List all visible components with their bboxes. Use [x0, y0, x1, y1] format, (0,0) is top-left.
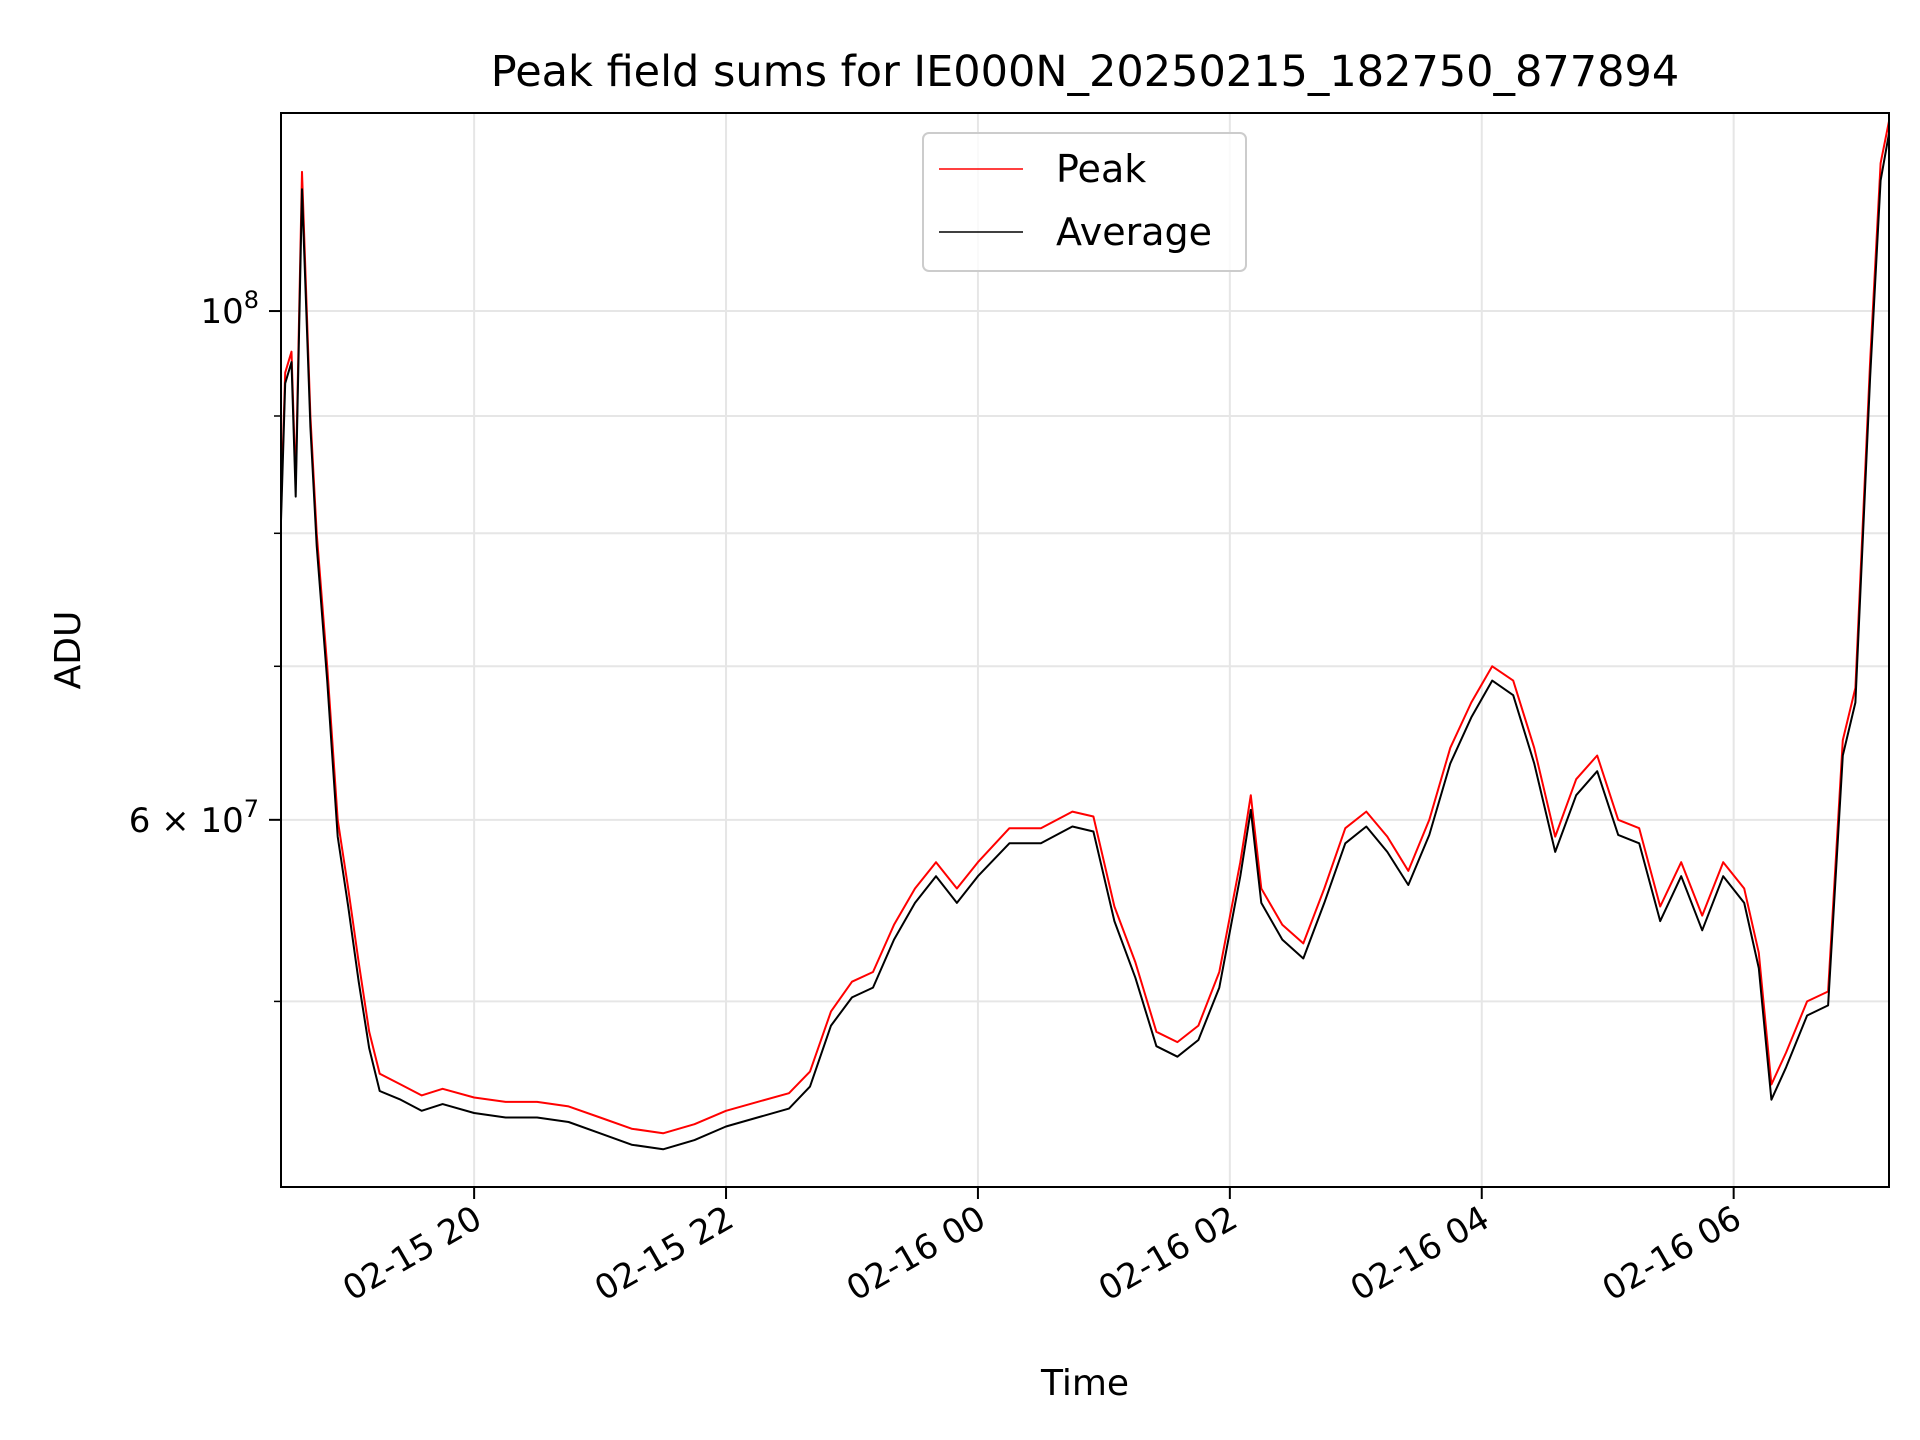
grid [281, 113, 1889, 1187]
x-axis-label: Time [1040, 1363, 1129, 1404]
legend-label-average: Average [1056, 210, 1212, 254]
plot-frame [280, 112, 1890, 1188]
y-axis-ticks: 108 6 × 107 [129, 286, 281, 1003]
series-lines [280, 121, 1890, 1151]
y-tick-label: 108 [200, 286, 259, 332]
legend-box [922, 132, 1247, 272]
legend: Peak Average [922, 132, 1247, 272]
y-tick-label: 6 × 107 [129, 795, 259, 841]
legend-label-peak: Peak [1056, 147, 1146, 191]
series-line-average [280, 133, 1890, 1151]
series-line-peak [280, 121, 1890, 1135]
y-axis-label: ADU [48, 611, 89, 690]
chart-title: Peak field sums for IE000N_20250215_1827… [491, 47, 1679, 97]
